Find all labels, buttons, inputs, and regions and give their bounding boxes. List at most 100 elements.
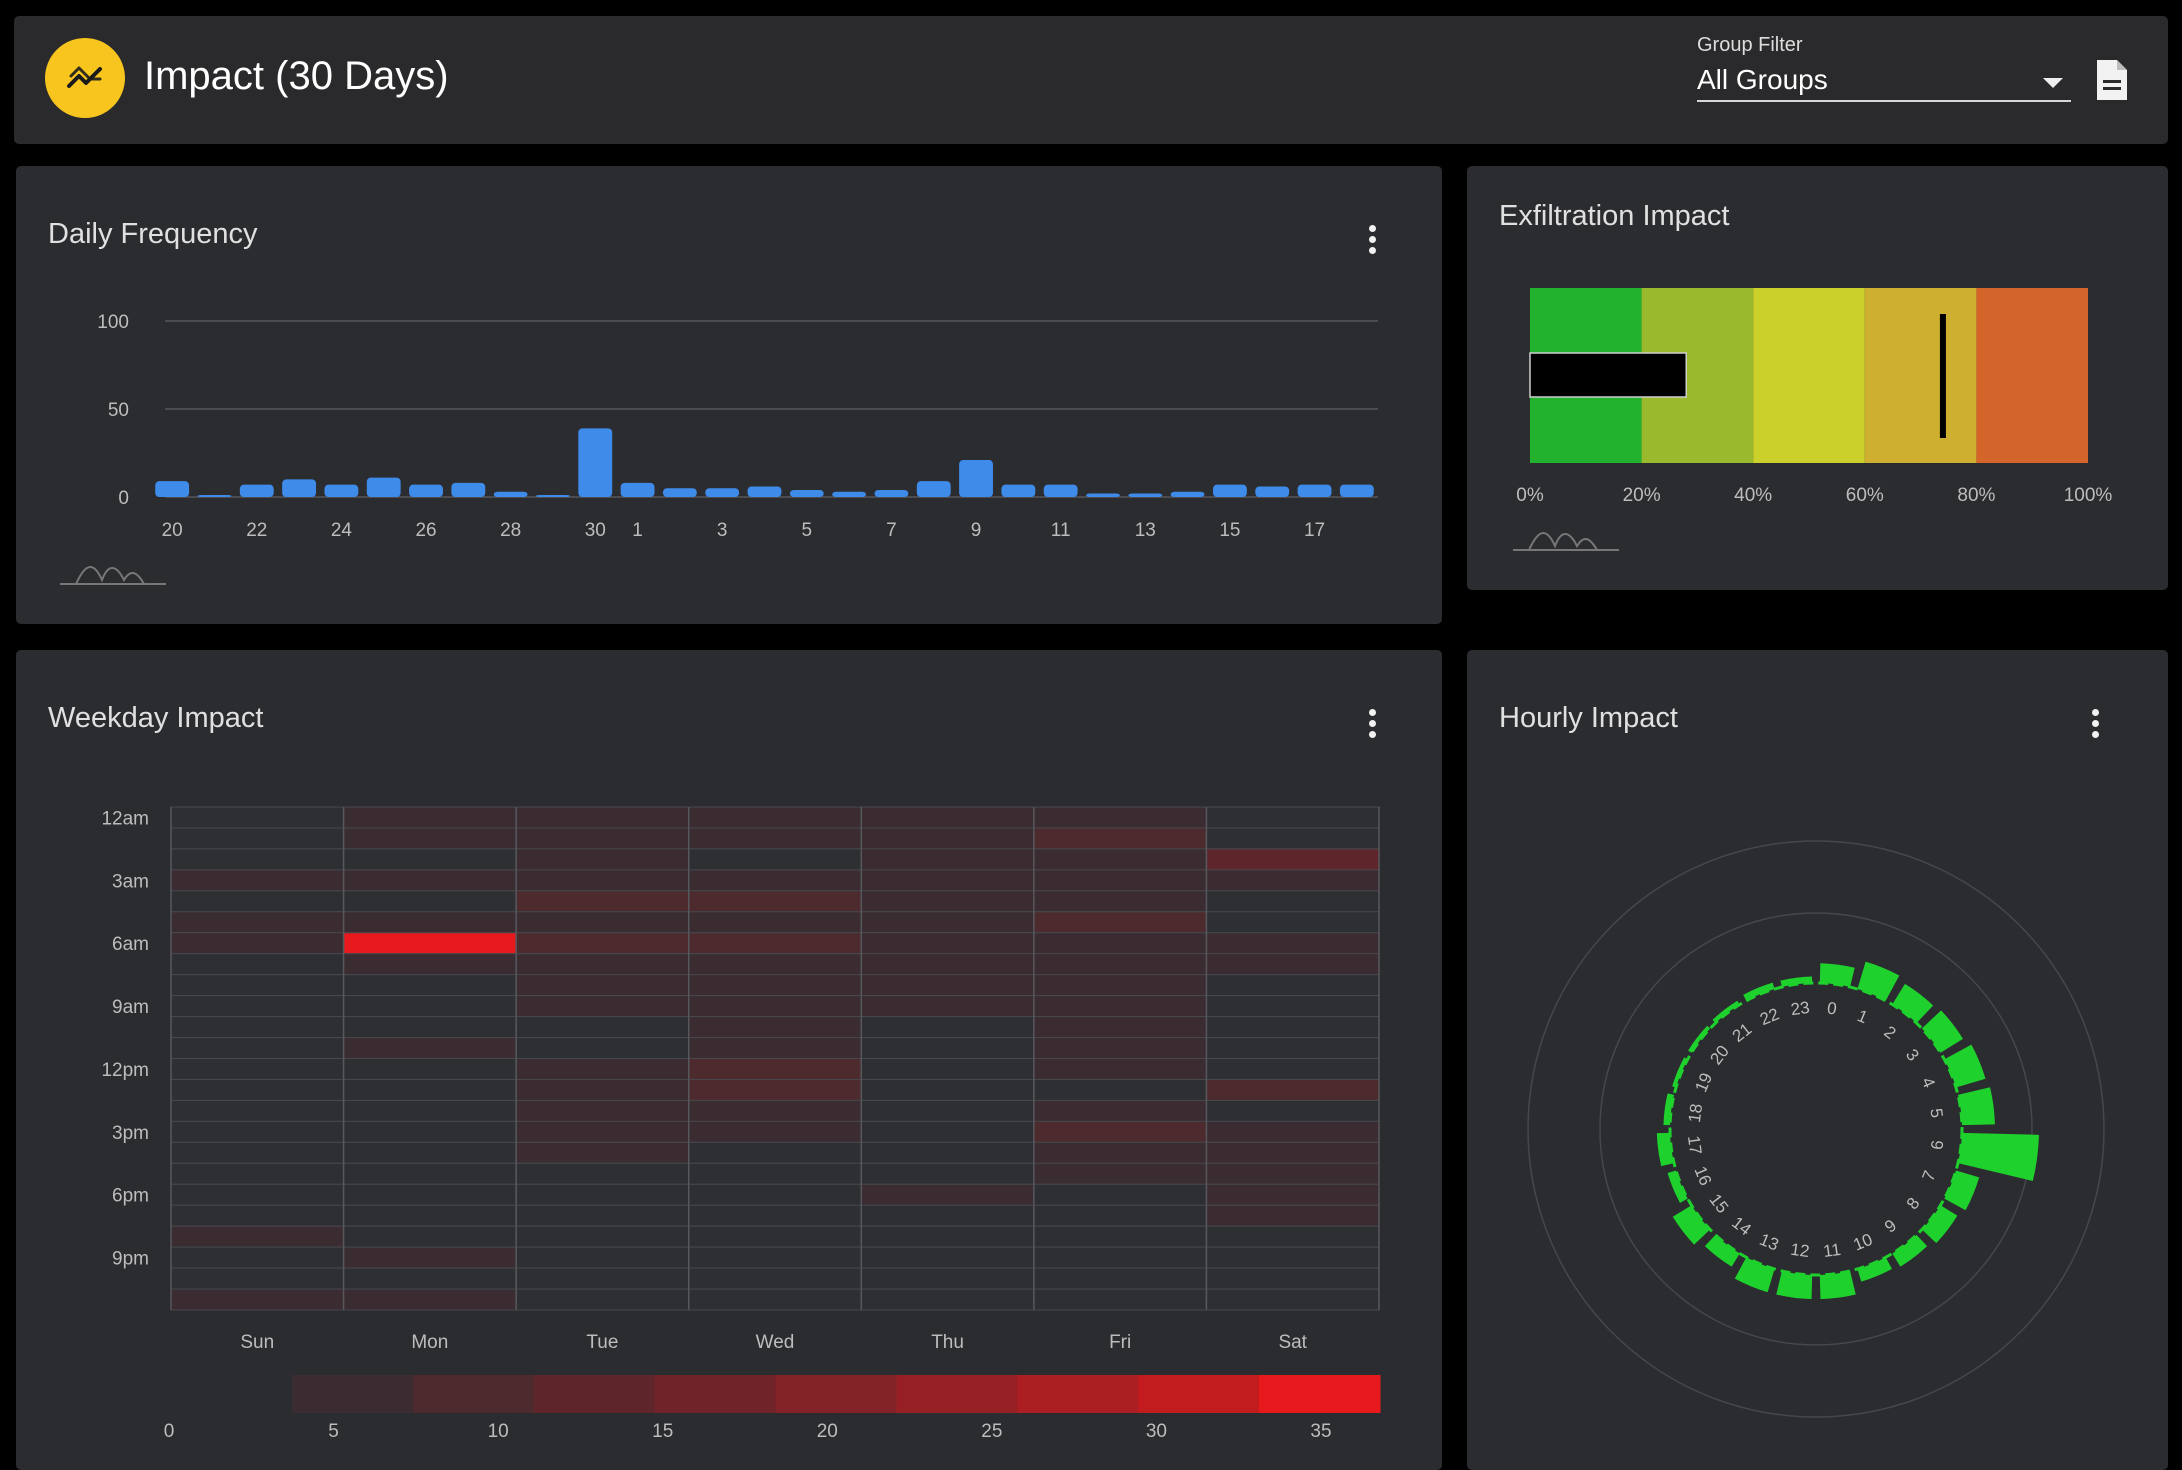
x-tick-label: 0%: [1516, 485, 1544, 506]
heatmap-cell: [860, 1037, 1035, 1059]
heatmap-cell: [170, 932, 345, 955]
weekday-impact-menu-button[interactable]: [1360, 706, 1384, 746]
hour-bar: [1780, 976, 1813, 988]
x-tick-label: 17: [1304, 520, 1325, 541]
hour-bar: [1944, 1044, 1986, 1088]
hour-bar: [1743, 982, 1775, 1001]
heatmap-cell: [1033, 1037, 1207, 1059]
outer-ring: [1527, 840, 2105, 1418]
daily-bar: [324, 484, 359, 497]
heatmap-cell: [1033, 890, 1207, 913]
daily-bar: [1128, 493, 1163, 497]
heatmap-cell: [343, 1078, 517, 1101]
heatmap-cell: [1033, 995, 1207, 1018]
x-tick-label: 60%: [1846, 485, 1884, 506]
hour-label: 8: [1903, 1194, 1924, 1213]
heatmap-cell: [1033, 1267, 1207, 1290]
hour-bar: [1944, 1170, 1980, 1211]
heatmap-cell: [688, 1246, 862, 1269]
x-tick-label: 40%: [1734, 485, 1772, 506]
heatmap-cell: [860, 848, 1035, 871]
heatmap-cell: [1033, 1078, 1207, 1101]
x-tick-label: 100%: [2064, 485, 2113, 506]
heatmap-cell: [515, 1204, 690, 1227]
heatmap-cell: [515, 869, 690, 892]
daily-bar: [197, 495, 232, 497]
hour-label: 17: [1684, 1134, 1705, 1155]
heatmap-cell: [688, 890, 862, 913]
heatmap-cell: [688, 995, 862, 1018]
heatmap-cell: [860, 806, 1035, 829]
heatmap-cell: [688, 1204, 862, 1227]
daily-frequency-menu-button[interactable]: [1360, 222, 1384, 262]
heatmap-cell: [1205, 1267, 1380, 1290]
daily-bar: [1043, 484, 1078, 497]
heatmap-cell: [170, 1204, 345, 1227]
daily-bar: [1001, 484, 1036, 497]
legend-swatch: [533, 1375, 656, 1413]
hour-label: 6am: [112, 934, 149, 955]
hour-label: 3am: [112, 871, 149, 892]
daily-bar: [366, 477, 401, 497]
heatmap-cell: [1205, 974, 1380, 997]
y-tick-label: 100: [97, 312, 129, 333]
heatmap-cell: [343, 1204, 517, 1227]
daily-bar: [662, 488, 697, 497]
range-band: [1864, 288, 1977, 463]
heatmap-cell: [688, 911, 862, 934]
hour-bar: [1819, 963, 1855, 988]
heatmap-cell: [860, 890, 1035, 913]
legend-swatch: [896, 1375, 1018, 1413]
heatmap-cell: [170, 1267, 345, 1290]
heatmap-cell: [688, 1058, 862, 1080]
hour-label: 3pm: [112, 1123, 149, 1144]
y-tick-label: 50: [108, 400, 129, 421]
heatmap-cell: [1205, 1037, 1380, 1059]
day-label: Fri: [1109, 1332, 1131, 1353]
heatmap-cell: [170, 1162, 345, 1185]
hourly-impact-menu-button[interactable]: [2083, 706, 2107, 746]
heatmap-cell: [1033, 1246, 1207, 1269]
heatmap-cell: [1205, 1225, 1380, 1248]
daily-bar: [832, 491, 867, 497]
heatmap-cell: [860, 1204, 1035, 1227]
heatmap-cell: [860, 1246, 1035, 1269]
trending-icon: [67, 66, 102, 88]
heatmap-cell: [515, 1078, 690, 1101]
group-filter-label: Group Filter: [1697, 34, 1803, 56]
hour-label: 22: [1757, 1004, 1782, 1029]
heatmap-cell: [1205, 869, 1380, 892]
heatmap-cell: [1205, 1120, 1380, 1143]
heatmap-cell: [343, 1037, 517, 1059]
heatmap-cell: [1033, 827, 1207, 850]
heatmap-cell: [1033, 911, 1207, 934]
target-marker: [1939, 314, 1946, 438]
x-tick-label: 20%: [1623, 485, 1661, 506]
group-filter-select[interactable]: All Groups: [1697, 56, 2071, 102]
hour-bar: [1857, 1257, 1892, 1282]
heatmap-cell: [343, 827, 517, 850]
hour-bar: [1704, 1234, 1740, 1267]
hour-label: 19: [1691, 1070, 1716, 1095]
heatmap-cell: [1205, 953, 1380, 976]
y-tick-label: 0: [118, 488, 129, 509]
hour-label: 1: [1854, 1006, 1870, 1027]
heatmap-cell: [1205, 932, 1380, 955]
daily-bar: [1212, 484, 1247, 497]
hour-bar: [1921, 1010, 1963, 1053]
heatmap-cell: [515, 1267, 690, 1290]
heatmap-cell: [343, 1183, 517, 1206]
hour-bar: [1672, 1205, 1711, 1245]
daily-bar: [578, 428, 613, 497]
heatmap-cell: [860, 1141, 1035, 1164]
export-report-button[interactable]: [2094, 58, 2130, 102]
app-logo: [45, 38, 125, 118]
heatmap-cell: [860, 1183, 1035, 1206]
daily-bar: [1086, 493, 1120, 497]
heatmap-cell: [343, 1016, 517, 1039]
legend-swatch: [1138, 1375, 1260, 1413]
heatmap-cell: [343, 1246, 517, 1269]
heatmap-cell: [1205, 1183, 1380, 1206]
heatmap-cell: [170, 1141, 345, 1164]
heatmap-cell: [860, 953, 1035, 976]
